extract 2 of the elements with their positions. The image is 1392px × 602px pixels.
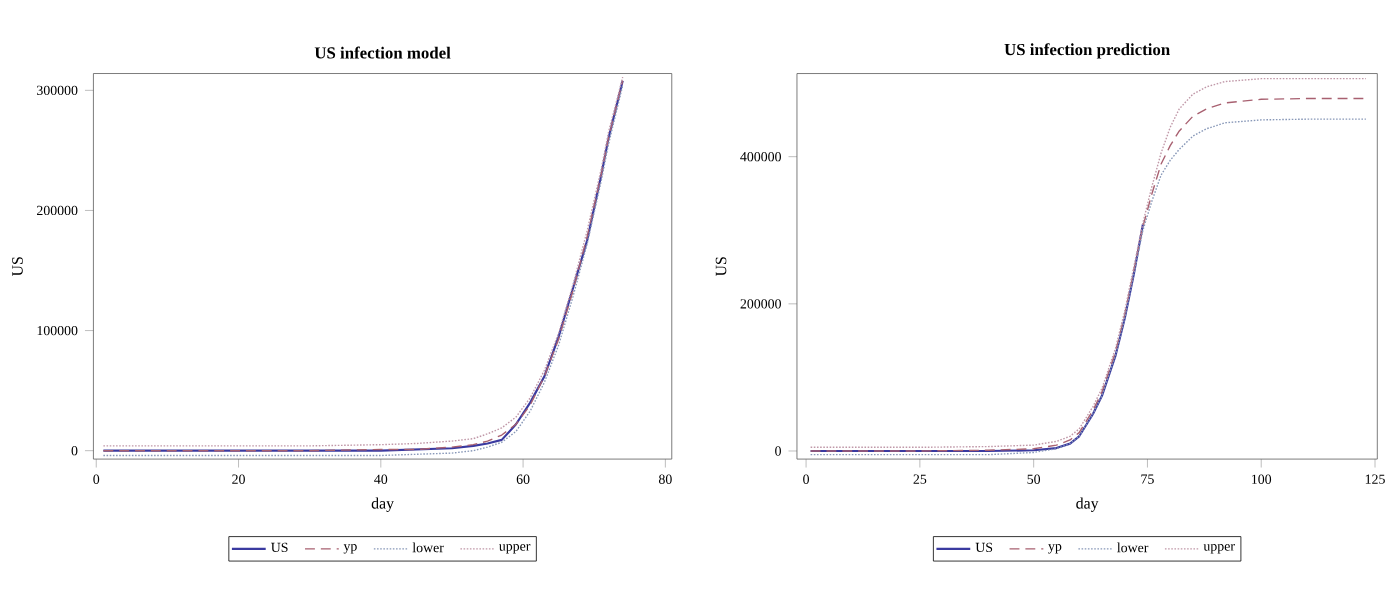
chart-title: US infection prediction <box>1004 43 1170 59</box>
chart-title: US infection model <box>314 46 451 59</box>
